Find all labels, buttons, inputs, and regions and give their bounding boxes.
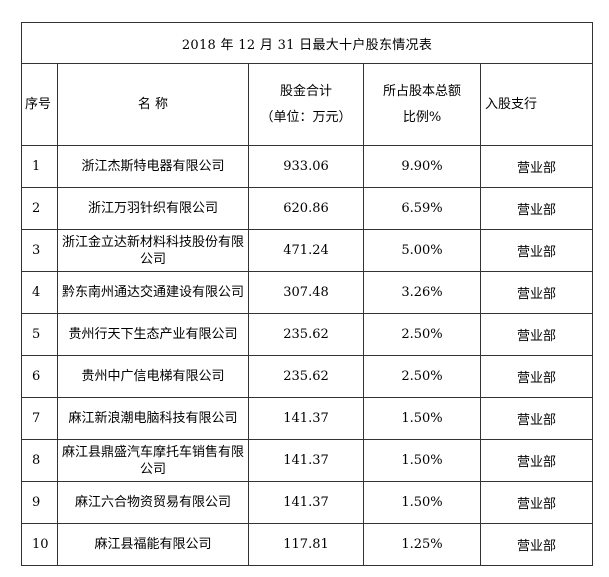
- row-name: 麻江县福能有限公司: [57, 523, 249, 566]
- row-branch: 营业部: [479, 439, 594, 482]
- row-pct: 2.50%: [363, 313, 481, 356]
- row-name: 黔东南州通达交通建设有限公司: [57, 271, 249, 314]
- row-name: 贵州行天下生态产业有限公司: [57, 313, 249, 356]
- row-no: 8: [21, 439, 58, 482]
- row-amount: 141.37: [248, 439, 364, 482]
- row-amount: 235.62: [248, 313, 364, 356]
- row-no: 10: [21, 523, 58, 566]
- row-branch: 营业部: [479, 229, 594, 272]
- row-pct: 1.25%: [363, 523, 481, 566]
- header-amount-line1: 股金合计: [279, 83, 332, 99]
- row-no: 4: [21, 271, 58, 314]
- table-title: 2018 年 12 月 31 日最大十户股东情况表: [20, 22, 594, 64]
- table-row: 9 麻江六合物资贸易有限公司 141.37 1.50% 营业部: [21, 481, 594, 524]
- row-name: 麻江新浪潮电脑科技有限公司: [57, 397, 249, 440]
- row-name: 麻江六合物资贸易有限公司: [57, 481, 249, 524]
- header-pct-line1: 所占股本总额: [382, 83, 461, 99]
- table-row: 7 麻江新浪潮电脑科技有限公司 141.37 1.50% 营业部: [21, 397, 594, 440]
- table-row: 5 贵州行天下生态产业有限公司 235.62 2.50% 营业部: [21, 313, 594, 356]
- row-no: 2: [21, 187, 58, 230]
- header-amount-line2: （单位：万元）: [260, 109, 352, 125]
- header-name: 名 称: [57, 63, 249, 146]
- row-branch: 营业部: [479, 187, 594, 230]
- row-amount: 471.24: [248, 229, 364, 272]
- row-name: 浙江杰斯特电器有限公司: [57, 145, 249, 188]
- row-no: 3: [21, 229, 58, 272]
- row-pct: 9.90%: [363, 145, 481, 188]
- row-name: 浙江金立达新材料科技股份有限公司: [57, 229, 249, 272]
- row-pct: 1.50%: [363, 397, 481, 440]
- header-row: 序号 名 称 股金合计 （单位：万元） 所占股本总额 比例% 入股支行: [21, 63, 594, 146]
- row-pct: 3.26%: [363, 271, 481, 314]
- row-branch: 营业部: [479, 397, 594, 440]
- row-no: 6: [21, 355, 58, 398]
- row-pct: 1.50%: [363, 481, 481, 524]
- header-amount: 股金合计 （单位：万元）: [248, 63, 364, 146]
- row-pct: 1.50%: [363, 439, 481, 482]
- row-name: 麻江县鼎盛汽车摩托车销售有限公司: [57, 439, 249, 482]
- row-no: 5: [21, 313, 58, 356]
- row-branch: 营业部: [479, 271, 594, 314]
- row-branch: 营业部: [479, 313, 594, 356]
- row-no: 1: [21, 145, 58, 188]
- row-name: 贵州中广信电梯有限公司: [57, 355, 249, 398]
- table-row: 8 麻江县鼎盛汽车摩托车销售有限公司 141.37 1.50% 营业部: [21, 439, 594, 482]
- row-branch: 营业部: [479, 481, 594, 524]
- row-amount: 141.37: [248, 481, 364, 524]
- title-row: 2018 年 12 月 31 日最大十户股东情况表: [20, 22, 594, 64]
- header-pct-line2: 比例%: [402, 109, 442, 125]
- shareholders-table: 2018 年 12 月 31 日最大十户股东情况表 序号 名 称 股金合计 （单…: [20, 22, 594, 566]
- row-amount: 117.81: [248, 523, 364, 566]
- header-pct: 所占股本总额 比例%: [363, 63, 481, 146]
- row-pct: 5.00%: [363, 229, 481, 272]
- row-pct: 6.59%: [363, 187, 481, 230]
- row-amount: 620.86: [248, 187, 364, 230]
- table-row: 3 浙江金立达新材料科技股份有限公司 471.24 5.00% 营业部: [21, 229, 594, 272]
- table-row: 6 贵州中广信电梯有限公司 235.62 2.50% 营业部: [21, 355, 594, 398]
- row-amount: 307.48: [248, 271, 364, 314]
- table-row: 4 黔东南州通达交通建设有限公司 307.48 3.26% 营业部: [21, 271, 594, 314]
- header-no: 序号: [21, 63, 58, 146]
- row-branch: 营业部: [479, 355, 594, 398]
- header-branch: 入股支行: [479, 63, 594, 146]
- row-name: 浙江万羽针织有限公司: [57, 187, 249, 230]
- row-pct: 2.50%: [363, 355, 481, 398]
- row-no: 9: [21, 481, 58, 524]
- row-amount: 141.37: [248, 397, 364, 440]
- row-branch: 营业部: [479, 145, 594, 188]
- row-amount: 933.06: [248, 145, 364, 188]
- row-amount: 235.62: [248, 355, 364, 398]
- row-branch: 营业部: [479, 523, 594, 566]
- table-row: 1 浙江杰斯特电器有限公司 933.06 9.90% 营业部: [21, 145, 594, 188]
- table-row: 2 浙江万羽针织有限公司 620.86 6.59% 营业部: [21, 187, 594, 230]
- row-no: 7: [21, 397, 58, 440]
- table-row: 10 麻江县福能有限公司 117.81 1.25% 营业部: [21, 523, 594, 566]
